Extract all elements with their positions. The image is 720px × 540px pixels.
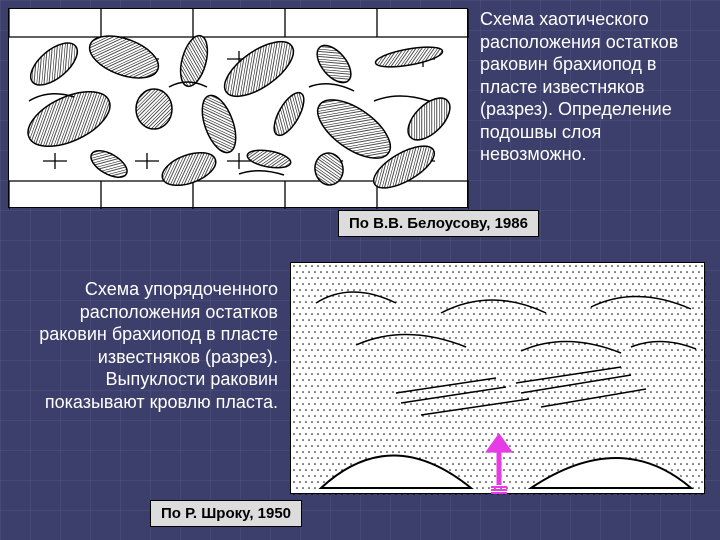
figure-chaotic-shells xyxy=(8,8,468,208)
figure-ordered-shells-svg xyxy=(291,263,706,495)
figure-ordered-shells xyxy=(290,262,705,494)
caption-top: Схема хаотического расположения остатков… xyxy=(480,8,710,166)
credit-bottom: По Р. Шроку, 1950 xyxy=(150,500,302,527)
credit-top: По В.В. Белоусову, 1986 xyxy=(338,210,539,237)
caption-bottom: Схема упорядоченного расположения остатк… xyxy=(8,278,278,413)
figure-chaotic-shells-svg xyxy=(9,9,469,209)
